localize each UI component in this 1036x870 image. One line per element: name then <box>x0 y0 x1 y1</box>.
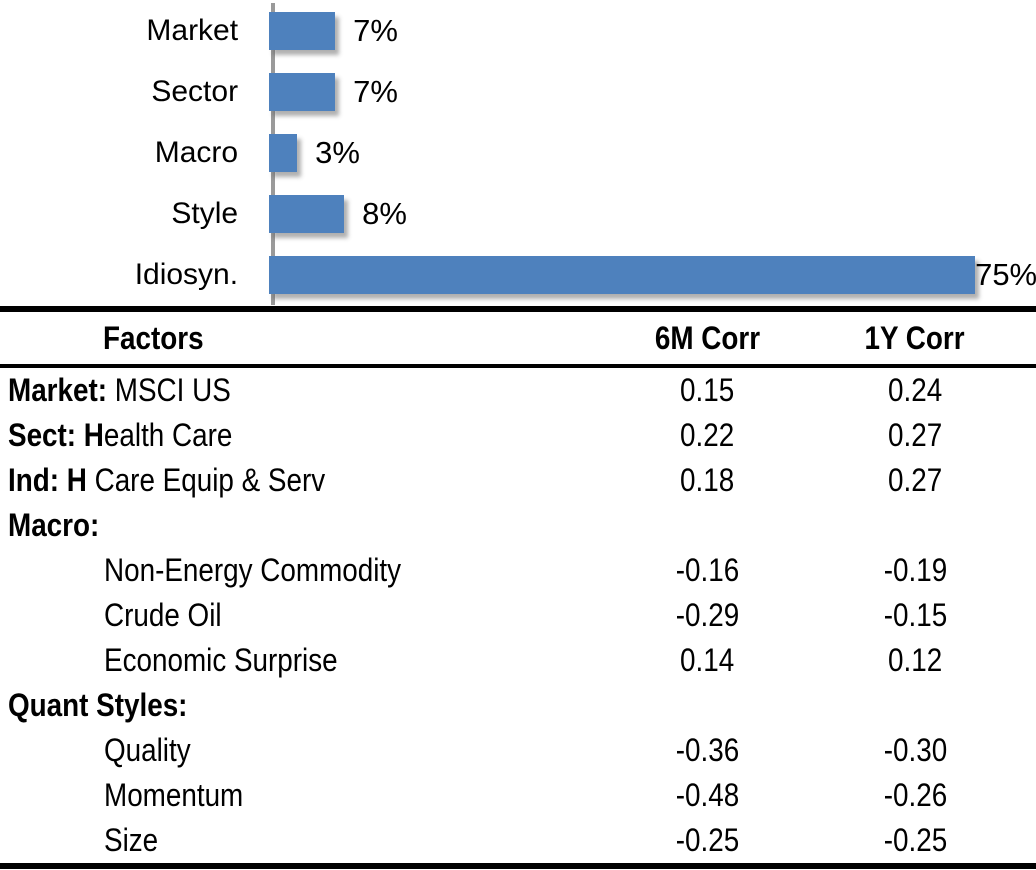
corr-1y-cell: 0.12 <box>887 642 943 678</box>
corr-6m-cell: -0.48 <box>675 777 739 813</box>
corr-6m-cell: -0.25 <box>675 822 739 858</box>
bar-macro <box>269 134 298 172</box>
chart-row-sector: Sector 7% <box>0 73 1036 111</box>
corr-6m-cell: 0.14 <box>679 642 735 678</box>
table-row: Macro: <box>0 503 1036 548</box>
bar-market <box>269 12 336 50</box>
corr-1y-cell: -0.26 <box>883 777 947 813</box>
bar-style <box>269 195 345 233</box>
factor-cell: Sect: Health Care <box>8 417 233 453</box>
table-row: Sect: Health Care 0.22 0.27 <box>0 413 1036 458</box>
bar-idiosyn <box>269 256 976 294</box>
column-header-6m-corr: 6M Corr <box>654 319 760 356</box>
bar-track: 7% <box>269 12 1036 50</box>
corr-6m-cell: -0.16 <box>675 552 739 588</box>
column-header-1y-corr: 1Y Corr <box>864 319 966 356</box>
corr-1y-cell: 0.27 <box>887 462 943 498</box>
table-row: Ind: H Care Equip & Serv 0.18 0.27 <box>0 458 1036 503</box>
bar-data-label: 7% <box>353 13 398 48</box>
table-row: Economic Surprise 0.14 0.12 <box>0 638 1036 683</box>
factor-cell: Size <box>104 822 159 858</box>
category-label: Sector <box>151 75 239 108</box>
category-label: Style <box>171 197 239 230</box>
corr-6m-cell: 0.15 <box>679 372 735 408</box>
chart-row-market: Market 7% <box>0 12 1036 50</box>
factor-cell: Ind: H Care Equip & Serv <box>8 462 326 498</box>
category-label: Macro <box>154 136 239 169</box>
corr-6m-cell <box>620 507 794 544</box>
bar-track: 7% <box>269 73 1036 111</box>
corr-6m-cell: 0.22 <box>679 417 735 453</box>
corr-1y-cell: -0.30 <box>883 732 947 768</box>
factor-cell: Quality <box>104 732 191 768</box>
table-row: Momentum -0.48 -0.26 <box>0 773 1036 818</box>
category-label: Idiosyn. <box>134 258 239 291</box>
factor-cell: Economic Surprise <box>104 642 338 678</box>
factor-cell: Non-Energy Commodity <box>104 552 402 588</box>
corr-1y-cell: 0.24 <box>887 372 943 408</box>
factor-cell: Quant Styles: <box>8 687 188 723</box>
table-row: Non-Energy Commodity -0.16 -0.19 <box>0 548 1036 593</box>
table-row: Quant Styles: <box>0 683 1036 728</box>
bar-data-label: 7% <box>353 74 398 109</box>
corr-1y-cell: 0.27 <box>887 417 943 453</box>
factor-cell: Crude Oil <box>104 597 222 633</box>
table-row: Market: MSCI US 0.15 0.24 <box>0 368 1036 413</box>
column-header-factors: Factors <box>103 319 204 356</box>
table-top-rule <box>0 306 1036 312</box>
corr-6m-cell: -0.29 <box>675 597 739 633</box>
bar-track: 8% <box>269 195 1036 233</box>
corr-6m-cell: 0.18 <box>679 462 735 498</box>
chart-row-style: Style 8% <box>0 195 1036 233</box>
bar-data-label: 3% <box>315 135 360 170</box>
bar-track: 3% <box>269 134 1036 172</box>
corr-1y-cell: -0.15 <box>883 597 947 633</box>
corr-1y-cell: -0.25 <box>883 822 947 858</box>
factor-cell: Market: MSCI US <box>8 372 231 408</box>
bar-data-label: 8% <box>362 196 407 231</box>
table-row: Crude Oil -0.29 -0.15 <box>0 593 1036 638</box>
corr-6m-cell <box>620 687 794 724</box>
corr-6m-cell: -0.36 <box>675 732 739 768</box>
chart-row-macro: Macro 3% <box>0 134 1036 172</box>
corr-1y-cell: -0.19 <box>883 552 947 588</box>
category-label: Market <box>146 14 239 47</box>
factor-cell: Macro: <box>8 507 100 543</box>
bar-data-label: 75% <box>975 257 1036 292</box>
risk-decomposition-bar-chart: Market 7% Sector 7% Macro 3% Style 8% Idiosyn. 75… <box>0 0 1036 306</box>
corr-1y-cell <box>794 507 1036 544</box>
correlation-table-body: Market: MSCI US 0.15 0.24 Sect: Health Care… <box>0 368 1036 863</box>
factor-cell: Momentum <box>104 777 244 813</box>
table-bottom-rule <box>0 863 1036 869</box>
table-header-row: Factors 6M Corr 1Y Corr <box>0 312 1036 364</box>
corr-1y-cell <box>794 687 1036 724</box>
chart-row-idiosyn: Idiosyn. 75% <box>0 256 1036 294</box>
header-body-rule <box>0 364 1036 368</box>
table-row: Quality -0.36 -0.30 <box>0 728 1036 773</box>
bar-track: 75% <box>269 256 1036 294</box>
table-row: Size -0.25 -0.25 <box>0 818 1036 863</box>
bar-sector <box>269 73 336 111</box>
